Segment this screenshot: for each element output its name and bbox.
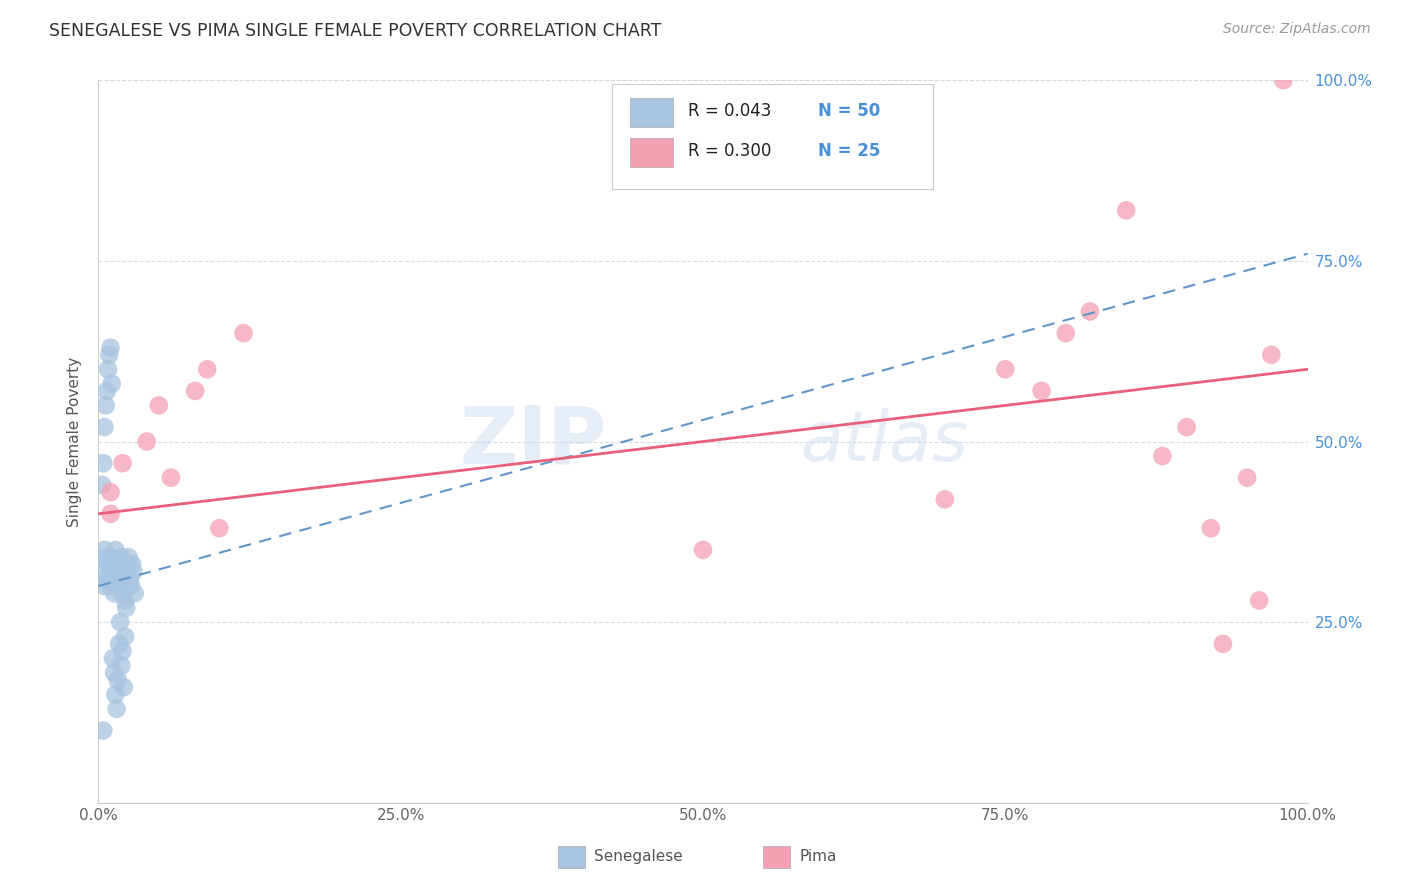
Point bbox=[121, 558, 143, 572]
Text: ZIP: ZIP bbox=[458, 402, 606, 481]
Point bbox=[124, 586, 146, 600]
Text: R = 0.300: R = 0.300 bbox=[689, 142, 772, 160]
Point bbox=[1272, 73, 1295, 87]
Point bbox=[118, 572, 141, 586]
Point bbox=[91, 478, 114, 492]
Point bbox=[110, 550, 132, 565]
Point bbox=[108, 637, 131, 651]
Point bbox=[91, 565, 114, 579]
Point bbox=[94, 398, 117, 412]
Point bbox=[1249, 593, 1271, 607]
Point bbox=[93, 420, 115, 434]
Bar bbox=[630, 138, 672, 167]
Text: Source: ZipAtlas.com: Source: ZipAtlas.com bbox=[1223, 22, 1371, 37]
Point bbox=[93, 542, 115, 557]
Point bbox=[97, 362, 120, 376]
Point bbox=[100, 558, 122, 572]
Text: N = 25: N = 25 bbox=[818, 142, 880, 160]
Point bbox=[1054, 326, 1077, 340]
Point bbox=[122, 565, 145, 579]
Point bbox=[100, 376, 122, 391]
Point bbox=[934, 492, 956, 507]
Point bbox=[1236, 470, 1258, 484]
Text: Pima: Pima bbox=[800, 849, 837, 864]
Point bbox=[91, 723, 114, 738]
Point bbox=[108, 572, 131, 586]
Point bbox=[107, 565, 129, 579]
Point bbox=[103, 665, 125, 680]
Point bbox=[107, 673, 129, 687]
Point bbox=[108, 579, 131, 593]
Point bbox=[118, 550, 141, 565]
Point bbox=[94, 550, 117, 565]
FancyBboxPatch shape bbox=[613, 84, 932, 189]
Point bbox=[110, 658, 132, 673]
Point bbox=[148, 398, 170, 412]
Point bbox=[195, 362, 218, 376]
Text: atlas: atlas bbox=[800, 408, 967, 475]
Point bbox=[111, 456, 134, 470]
Point bbox=[994, 362, 1017, 376]
Point bbox=[105, 702, 128, 716]
Point bbox=[1115, 203, 1137, 218]
Point bbox=[1152, 449, 1174, 463]
Point bbox=[100, 341, 122, 355]
Point bbox=[93, 579, 115, 593]
Point bbox=[117, 558, 139, 572]
Text: R = 0.043: R = 0.043 bbox=[689, 103, 772, 120]
Point bbox=[111, 586, 134, 600]
Point bbox=[160, 470, 183, 484]
Point bbox=[114, 593, 136, 607]
Point bbox=[184, 384, 207, 398]
Point bbox=[114, 630, 136, 644]
Point bbox=[115, 600, 138, 615]
Point bbox=[1175, 420, 1198, 434]
Point bbox=[1199, 521, 1222, 535]
Point bbox=[96, 572, 118, 586]
Point bbox=[1078, 304, 1101, 318]
Bar bbox=[630, 98, 672, 128]
Point bbox=[98, 550, 121, 565]
Point bbox=[208, 521, 231, 535]
Point bbox=[100, 507, 122, 521]
Point bbox=[112, 680, 135, 694]
Point bbox=[108, 615, 131, 630]
Point bbox=[101, 651, 124, 665]
Point bbox=[103, 586, 125, 600]
Point bbox=[111, 644, 134, 658]
Y-axis label: Single Female Poverty: Single Female Poverty bbox=[67, 357, 83, 526]
Point bbox=[1260, 348, 1282, 362]
Text: N = 50: N = 50 bbox=[818, 103, 880, 120]
Point bbox=[105, 558, 128, 572]
Point bbox=[692, 542, 714, 557]
Point bbox=[135, 434, 157, 449]
Text: Senegalese: Senegalese bbox=[595, 849, 683, 864]
Point bbox=[100, 579, 122, 593]
Bar bbox=[763, 847, 790, 868]
Point bbox=[1212, 637, 1234, 651]
Point bbox=[97, 558, 120, 572]
Point bbox=[1031, 384, 1053, 398]
Point bbox=[120, 579, 142, 593]
Point bbox=[101, 572, 124, 586]
Point bbox=[104, 542, 127, 557]
Text: SENEGALESE VS PIMA SINGLE FEMALE POVERTY CORRELATION CHART: SENEGALESE VS PIMA SINGLE FEMALE POVERTY… bbox=[49, 22, 662, 40]
Bar bbox=[558, 847, 585, 868]
Point bbox=[232, 326, 254, 340]
Point bbox=[100, 485, 122, 500]
Point bbox=[100, 565, 122, 579]
Point bbox=[91, 456, 114, 470]
Point bbox=[112, 565, 135, 579]
Point bbox=[96, 384, 118, 398]
Point bbox=[104, 687, 127, 701]
Point bbox=[98, 348, 121, 362]
